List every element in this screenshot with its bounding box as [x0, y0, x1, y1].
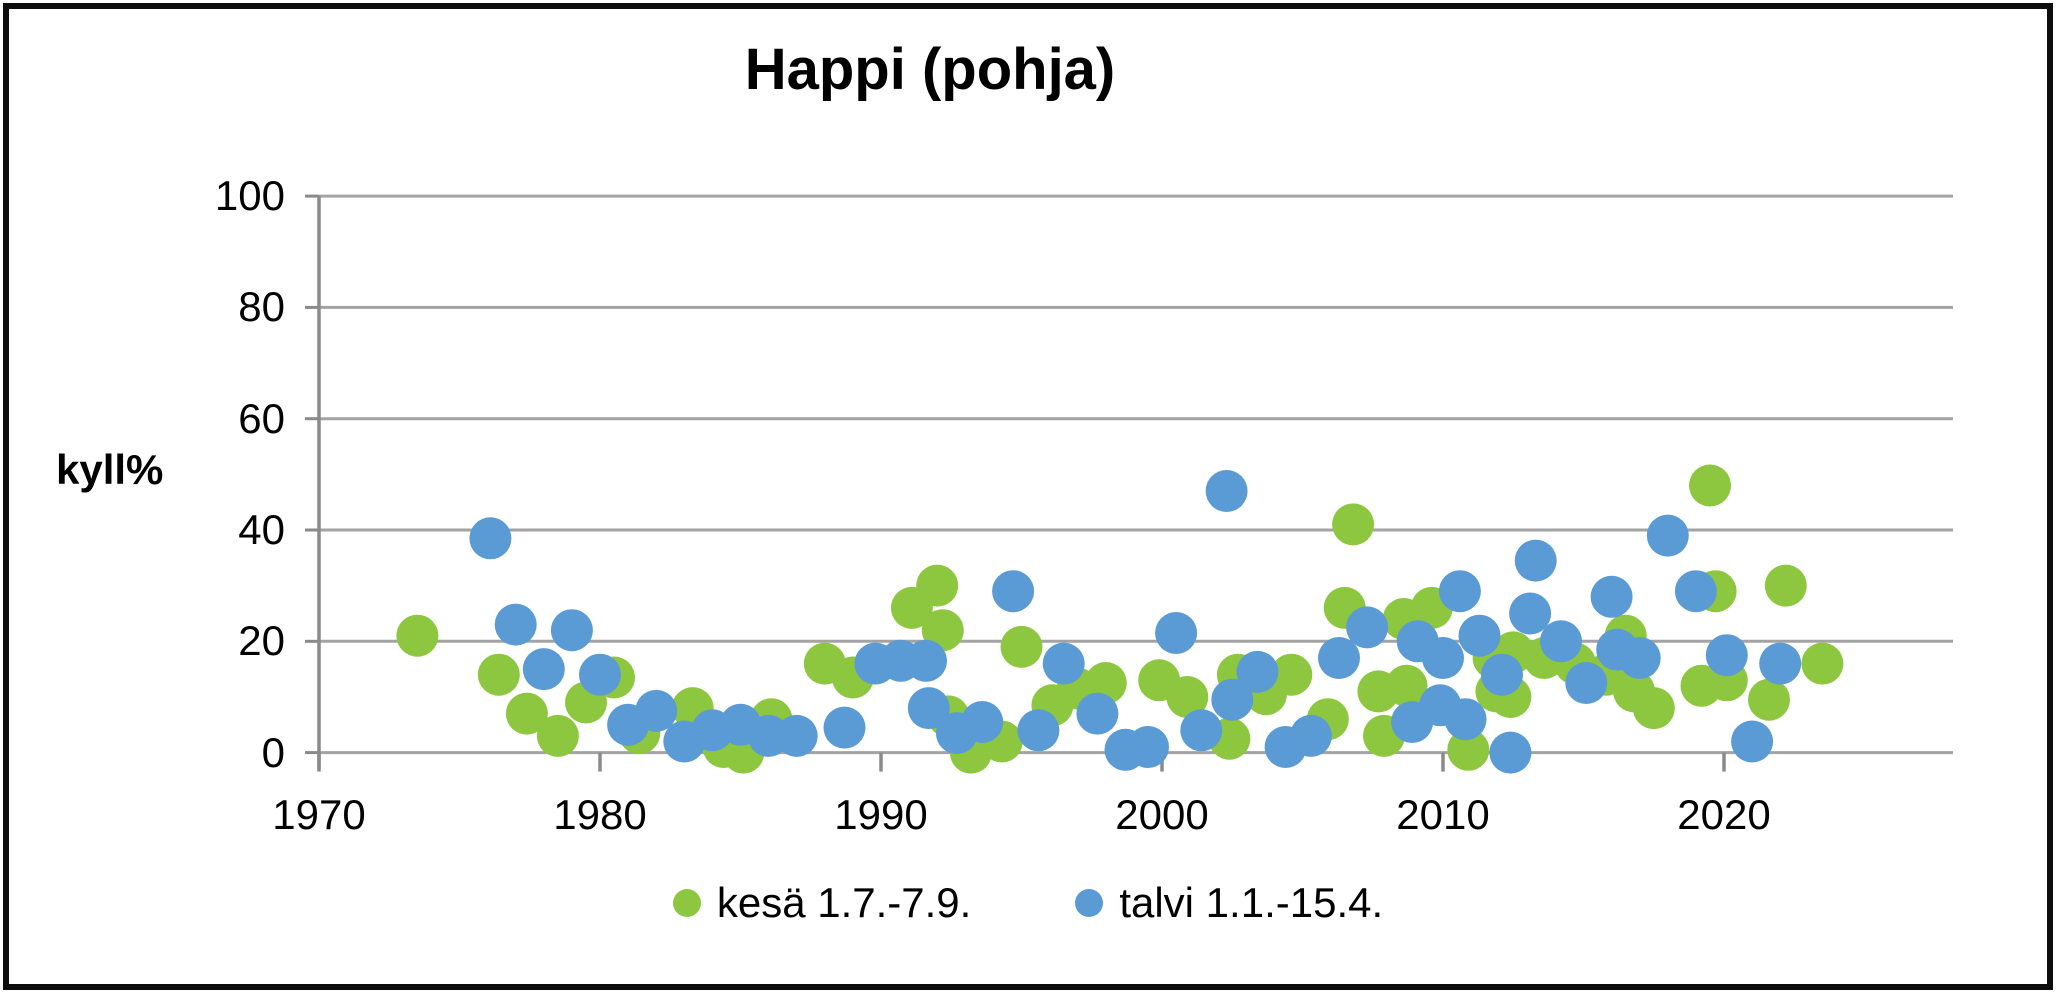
data-point-talvi[interactable] [494, 603, 537, 646]
data-point-kesa[interactable] [1270, 653, 1313, 696]
data-point-kesa[interactable] [505, 692, 548, 735]
data-point-talvi[interactable] [1346, 606, 1389, 649]
data-point-kesa[interactable] [1332, 503, 1375, 546]
data-point-kesa[interactable] [1689, 464, 1731, 507]
data-point-talvi[interactable] [961, 701, 1004, 743]
data-point-talvi[interactable] [1180, 709, 1223, 752]
y-tick-label-80: 80 [238, 283, 285, 331]
data-point-talvi[interactable] [1731, 720, 1774, 763]
legend-item-talvi[interactable]: talvi 1.1.-15.4. [1075, 879, 1383, 927]
data-point-talvi[interactable] [1438, 570, 1481, 613]
data-point-talvi[interactable] [1705, 634, 1748, 677]
talvi-series-dot-icon [1075, 889, 1104, 917]
y-tick-label-0: 0 [261, 728, 285, 776]
data-point-kesa[interactable] [1000, 625, 1043, 668]
data-point-talvi[interactable] [469, 517, 512, 560]
data-point-talvi[interactable] [1236, 650, 1279, 693]
y-axis-title: kyll% [56, 446, 164, 493]
data-point-talvi[interactable] [1127, 726, 1169, 768]
data-point-kesa[interactable] [536, 714, 579, 757]
data-point-talvi[interactable] [775, 714, 818, 757]
data-point-talvi[interactable] [1565, 662, 1608, 704]
data-point-kesa[interactable] [396, 614, 439, 657]
data-point-kesa[interactable] [1166, 676, 1209, 718]
legend-label-kesa: kesä 1.7.-7.9. [716, 879, 972, 926]
data-point-kesa[interactable] [1385, 664, 1428, 707]
data-point-talvi[interactable] [1458, 614, 1501, 657]
data-point-talvi[interactable] [1759, 642, 1802, 685]
data-point-talvi[interactable] [1444, 698, 1487, 741]
data-point-talvi[interactable] [1646, 514, 1689, 557]
data-point-talvi[interactable] [907, 687, 950, 730]
data-point-talvi[interactable] [579, 653, 621, 696]
data-point-talvi[interactable] [522, 648, 565, 691]
data-point-talvi[interactable] [550, 609, 593, 652]
data-point-talvi[interactable] [1422, 637, 1464, 679]
data-point-kesa[interactable] [916, 564, 959, 607]
data-point-talvi[interactable] [1289, 714, 1332, 757]
data-point-talvi[interactable] [823, 706, 866, 749]
data-point-talvi[interactable] [1514, 539, 1557, 582]
data-point-kesa[interactable] [1764, 564, 1807, 607]
chart-title: Happi (pohja) [0, 36, 2056, 103]
data-point-talvi[interactable] [1509, 592, 1552, 635]
x-tick-label-1980: 1980 [553, 791, 647, 838]
data-point-talvi[interactable] [1205, 470, 1248, 512]
data-point-kesa[interactable] [1801, 642, 1844, 685]
data-point-kesa[interactable] [1748, 678, 1790, 721]
data-point-talvi[interactable] [635, 689, 678, 732]
data-point-talvi[interactable] [1590, 575, 1633, 618]
y-tick-label-60: 60 [238, 394, 285, 442]
data-point-talvi[interactable] [1017, 709, 1060, 752]
chart-title-text: Happi (pohja) [744, 37, 1116, 102]
y-tick-label-40: 40 [238, 506, 285, 553]
y-tick-label-20: 20 [238, 617, 285, 665]
data-point-kesa[interactable] [477, 653, 520, 696]
data-point-talvi[interactable] [905, 639, 947, 682]
data-point-talvi[interactable] [1042, 642, 1085, 685]
data-point-talvi[interactable] [1618, 637, 1661, 679]
data-point-talvi[interactable] [1540, 620, 1582, 663]
data-point-talvi[interactable] [1489, 731, 1532, 774]
data-point-talvi[interactable] [1076, 692, 1119, 735]
x-tick-label-2020: 2020 [1677, 791, 1771, 838]
data-point-talvi[interactable] [1318, 637, 1360, 679]
x-tick-label-1970: 1970 [272, 791, 366, 838]
data-point-talvi[interactable] [1674, 570, 1717, 613]
data-point-kesa[interactable] [1447, 728, 1490, 771]
x-tick-label-2000: 2000 [1115, 791, 1209, 838]
legend-item-kesa[interactable]: kesä 1.7.-7.9. [672, 879, 972, 927]
kesa-series-dot-icon [672, 889, 701, 917]
data-point-kesa[interactable] [1632, 687, 1675, 730]
data-point-kesa[interactable] [921, 609, 964, 652]
data-point-talvi[interactable] [1481, 653, 1523, 696]
data-point-talvi[interactable] [992, 570, 1035, 613]
x-tick-label-2010: 2010 [1396, 791, 1490, 838]
chart-legend: kesä 1.7.-7.9. talvi 1.1.-15.4. [0, 879, 2056, 927]
y-tick-label-100: 100 [214, 172, 285, 220]
data-point-talvi[interactable] [1155, 612, 1198, 654]
x-tick-label-1990: 1990 [834, 791, 928, 838]
legend-label-talvi: talvi 1.1.-15.4. [1119, 879, 1384, 926]
data-point-talvi[interactable] [1211, 678, 1254, 721]
